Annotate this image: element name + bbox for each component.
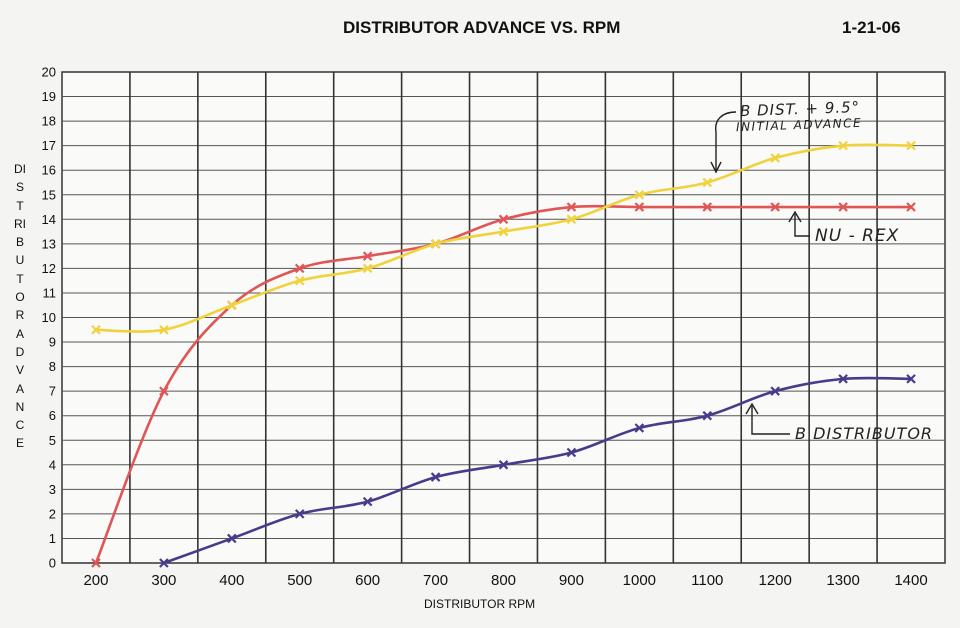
y-tick-label: 15 bbox=[42, 187, 56, 202]
series-point-2 bbox=[362, 496, 373, 507]
y-axis-label: DISTRIBUTOR ADVANCE bbox=[14, 162, 27, 451]
series-point-0 bbox=[634, 202, 645, 212]
series-point-2 bbox=[702, 410, 713, 421]
annotation-arrowhead-nu-rex bbox=[788, 210, 802, 223]
series-point-1 bbox=[227, 300, 237, 311]
y-tick-label: 0 bbox=[49, 556, 56, 571]
annotation-arrow-b-distributor bbox=[751, 406, 790, 435]
y-tick-label: 4 bbox=[49, 457, 56, 472]
x-tick-label: 900 bbox=[559, 572, 584, 589]
series-line-2 bbox=[163, 376, 912, 565]
series-point-0 bbox=[770, 202, 780, 212]
series-point-0 bbox=[906, 202, 916, 212]
series-point-1 bbox=[566, 214, 577, 225]
x-tick-label: 400 bbox=[219, 572, 244, 589]
x-tick-label: 800 bbox=[491, 572, 516, 589]
x-tick-label: 700 bbox=[423, 572, 448, 589]
y-tick-label: 18 bbox=[42, 114, 56, 129]
series-point-2 bbox=[430, 472, 441, 482]
series-point-0 bbox=[159, 386, 169, 396]
y-tick-label: 14 bbox=[42, 212, 56, 227]
x-tick-label: 1000 bbox=[623, 572, 656, 589]
series-point-0 bbox=[91, 558, 101, 568]
chart-date: 1-21-06 bbox=[842, 18, 901, 37]
series-point-2 bbox=[566, 447, 577, 458]
y-tick-label: 6 bbox=[49, 408, 56, 423]
series-point-1 bbox=[770, 153, 780, 163]
series-point-2 bbox=[770, 386, 780, 396]
y-tick-label: 2 bbox=[49, 506, 56, 521]
x-tick-label: 500 bbox=[287, 572, 312, 589]
series-point-1 bbox=[430, 239, 441, 249]
series-point-0 bbox=[566, 202, 577, 212]
x-tick-label: 1300 bbox=[826, 572, 859, 589]
y-tick-label: 10 bbox=[42, 310, 56, 325]
y-tick-label: 7 bbox=[49, 384, 56, 399]
annotation-nu-rex: NU - REX bbox=[815, 226, 900, 246]
series-point-2 bbox=[159, 558, 169, 568]
chart-title: DISTRIBUTOR ADVANCE VS. RPM bbox=[343, 18, 621, 37]
x-tick-label: 600 bbox=[355, 572, 380, 589]
annotation-arrowhead-b-dist-initial bbox=[710, 161, 722, 174]
y-tick-label: 19 bbox=[42, 89, 56, 104]
x-tick-label: 1400 bbox=[894, 572, 927, 589]
x-tick-label: 1100 bbox=[691, 572, 723, 589]
y-tick-label: 11 bbox=[43, 285, 57, 300]
series-point-2 bbox=[634, 423, 645, 433]
series-point-2 bbox=[498, 460, 509, 470]
annotation-b-distributor: B DISTRIBUTOR bbox=[795, 424, 934, 443]
y-tick-label: 13 bbox=[42, 236, 56, 251]
annotation-arrow-b-dist-initial bbox=[715, 111, 737, 170]
y-tick-label: 3 bbox=[49, 482, 56, 497]
x-tick-label: 1200 bbox=[759, 572, 792, 589]
series-point-1 bbox=[634, 189, 645, 200]
x-tick-label: 200 bbox=[83, 572, 108, 589]
series-point-0 bbox=[362, 251, 373, 261]
y-tick-label: 8 bbox=[49, 359, 56, 374]
series-point-1 bbox=[906, 140, 916, 151]
x-tick-label: 300 bbox=[151, 572, 176, 589]
y-tick-label: 1 bbox=[49, 531, 56, 546]
series-point-2 bbox=[906, 374, 916, 384]
series-point-0 bbox=[294, 263, 305, 274]
y-tick-label: 17 bbox=[42, 138, 56, 153]
series-point-1 bbox=[498, 226, 509, 237]
series-point-0 bbox=[498, 214, 509, 225]
y-tick-label: 9 bbox=[49, 335, 56, 350]
y-tick-label: 20 bbox=[42, 65, 56, 80]
series-point-1 bbox=[159, 324, 169, 335]
series-point-1 bbox=[838, 140, 848, 151]
series-point-0 bbox=[702, 202, 713, 212]
series-point-1 bbox=[702, 177, 713, 188]
y-tick-label: 16 bbox=[42, 163, 56, 178]
series-point-1 bbox=[362, 263, 373, 274]
annotation-arrow-nu-rex bbox=[794, 214, 810, 237]
annotation-arrowhead-b-distributor bbox=[745, 402, 759, 415]
series-point-1 bbox=[91, 324, 101, 335]
series-point-2 bbox=[227, 533, 237, 544]
series-point-0 bbox=[838, 202, 848, 212]
series-point-1 bbox=[294, 275, 305, 286]
y-tick-label: 12 bbox=[42, 261, 56, 276]
series-point-2 bbox=[294, 509, 305, 519]
x-axis-label: DISTRIBUTOR RPM bbox=[424, 597, 536, 611]
series-point-2 bbox=[838, 374, 848, 384]
y-tick-label: 5 bbox=[49, 433, 56, 448]
